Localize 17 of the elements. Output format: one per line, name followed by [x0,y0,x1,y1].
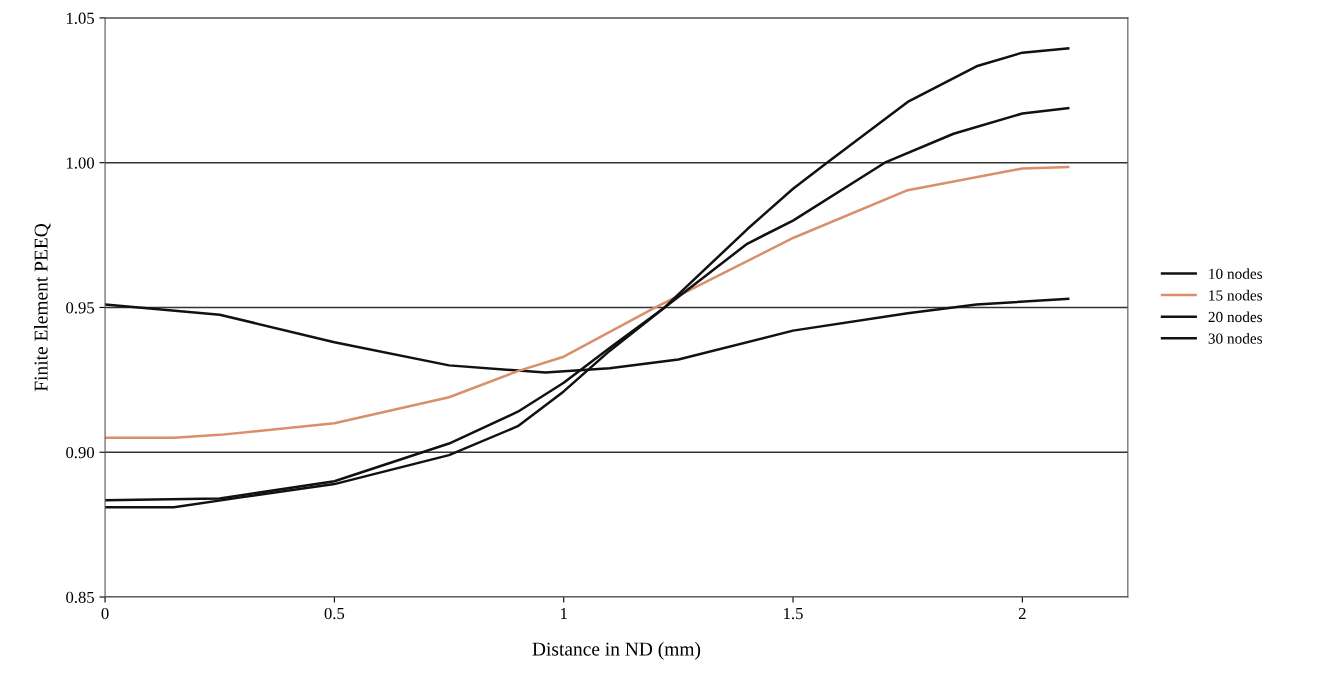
legend-label: 15 nodes [1209,289,1263,301]
x-tick-label: 0.5 [324,607,345,620]
y-tick-label: 1.00 [66,157,95,169]
x-axis-title: Distance in ND (mm) [532,641,701,660]
x-tick-label: 0 [101,607,109,620]
y-tick-label: 1.05 [66,12,94,24]
y-tick-label: 0.95 [66,302,94,314]
legend-label: 30 nodes [1208,332,1263,344]
x-tick-label: 1.5 [784,608,803,620]
y-tick-label: 0.90 [66,446,95,459]
y-axis-title: Finite Element PEEQ [33,223,51,392]
legend-label: 20 nodes [1208,311,1263,323]
x-tick-label: 1 [561,608,567,619]
y-tick-label: 0.85 [66,591,94,604]
legend-label: 10 nodes [1209,268,1263,279]
line-series [105,165,1070,440]
x-tick-label: 2 [1018,607,1026,619]
